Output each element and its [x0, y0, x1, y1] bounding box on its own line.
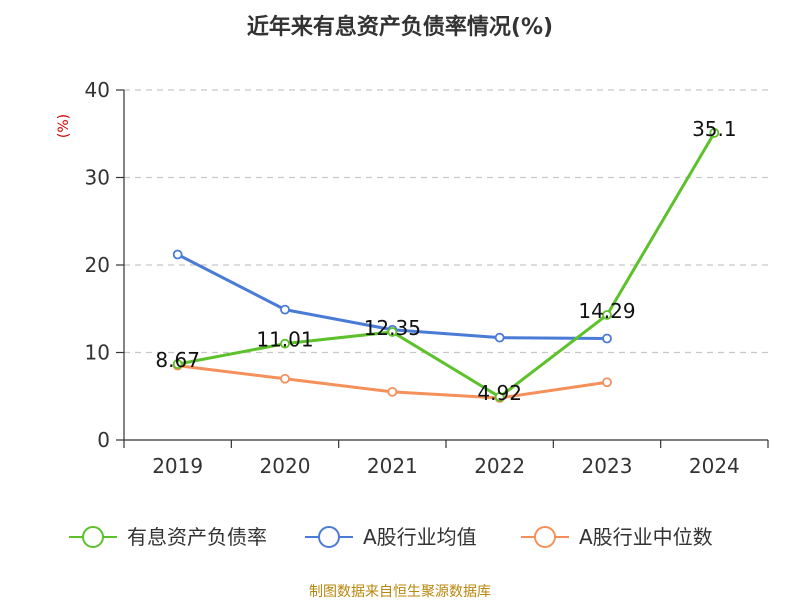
- legend-marker: [534, 526, 556, 548]
- x-tick-label: 2023: [582, 454, 633, 478]
- data-point: [280, 304, 290, 315]
- data-point: [602, 310, 612, 320]
- legend: 有息资产负债率 A股行业均值 A股行业中位数: [69, 525, 713, 549]
- data-label: 4.92: [477, 381, 522, 405]
- data-label: 14.29: [578, 299, 635, 323]
- y-axis-unit: (%): [56, 114, 72, 138]
- legend-label: A股行业中位数: [579, 525, 713, 549]
- x-tick-label: 2024: [689, 454, 740, 478]
- source-note: 制图数据来自恒生聚源数据库: [309, 584, 491, 600]
- y-tick-label: 30: [85, 166, 110, 190]
- series-layer: [172, 127, 720, 403]
- x-tick-label: 2022: [474, 454, 525, 478]
- data-point: [709, 127, 720, 138]
- y-tick-label: 40: [85, 78, 110, 102]
- data-point: [387, 327, 398, 337]
- data-point: [494, 392, 505, 402]
- data-point: [494, 332, 505, 343]
- data-point: [280, 373, 290, 384]
- legend-marker: [82, 526, 104, 548]
- y-tick-label: 20: [85, 253, 110, 277]
- y-tick-label: 0: [97, 428, 110, 452]
- axes: 0 10 20 30 40 2019 2020 2021 2022 2023 2024: [85, 78, 769, 478]
- legend-label: 有息资产负债率: [127, 525, 267, 549]
- x-tick-label: 2021: [367, 454, 418, 478]
- y-tick-label: 10: [85, 341, 110, 365]
- legend-marker: [318, 526, 340, 548]
- data-label: 12.35: [364, 316, 421, 340]
- data-label: 11.01: [256, 328, 313, 352]
- legend-label: A股行业均值: [363, 525, 477, 549]
- data-point: [602, 377, 612, 388]
- data-point: [172, 359, 183, 370]
- data-label: 35.1: [692, 117, 737, 141]
- data-point: [280, 338, 290, 349]
- series-line: [177, 132, 716, 399]
- data-labels: 8.67 11.01 12.35 4.92 14.29 35.1: [155, 117, 736, 405]
- x-tick-label: 2020: [260, 454, 311, 478]
- gridlines: [124, 89, 768, 354]
- data-label: 8.67: [155, 348, 200, 372]
- x-tick-label: 2019: [152, 454, 203, 478]
- data-point: [602, 333, 612, 344]
- data-point: [387, 386, 398, 397]
- chart-title: 近年来有息资产负债率情况(%): [247, 14, 553, 40]
- data-point: [172, 249, 183, 260]
